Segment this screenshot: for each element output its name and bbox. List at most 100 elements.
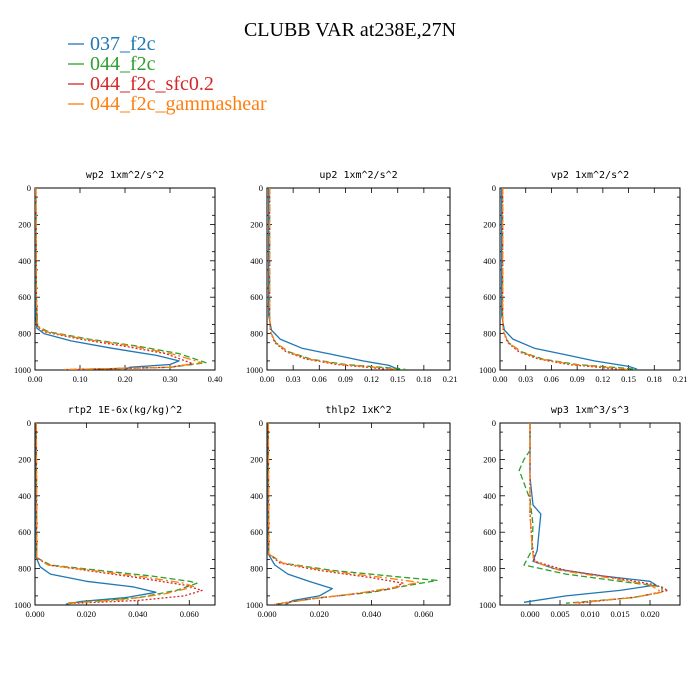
x-tick-label: 0.015 [610, 609, 629, 619]
x-tick-label: 0.000 [25, 609, 44, 619]
x-tick-label: 0.18 [647, 374, 662, 384]
series-line [35, 188, 207, 370]
y-tick-label: 200 [250, 454, 263, 464]
y-tick-label: 400 [483, 491, 496, 501]
series-line [268, 188, 407, 370]
y-tick-label: 600 [18, 292, 31, 302]
y-tick-label: 1000 [246, 365, 263, 375]
series-line [267, 423, 438, 605]
y-tick-label: 800 [18, 329, 31, 339]
subplot-title: thlp2 1xK^2 [325, 405, 391, 416]
y-tick-label: 800 [483, 329, 496, 339]
y-tick-label: 600 [483, 527, 496, 537]
y-tick-label: 0 [259, 418, 263, 428]
x-tick-label: 0.020 [77, 609, 96, 619]
y-tick-label: 200 [483, 454, 496, 464]
plot-frame [266, 422, 451, 606]
x-tick-label: 0.18 [416, 374, 431, 384]
y-tick-label: 400 [483, 256, 496, 266]
x-tick-label: 0.00 [28, 374, 43, 384]
y-tick-label: 400 [250, 256, 263, 266]
figure-title: CLUBB VAR at238E,27N [244, 19, 456, 41]
subplot-title: up2 1xm^2/s^2 [319, 170, 397, 181]
plot-frame [266, 187, 451, 371]
x-tick-label: 0.15 [390, 374, 405, 384]
x-tick-label: 0.00 [260, 374, 275, 384]
subplot-title: rtp2 1E-6x(kg/kg)^2 [68, 405, 182, 416]
x-tick-label: 0.12 [595, 374, 610, 384]
x-tick-label: 0.060 [180, 609, 199, 619]
x-tick-label: 0.040 [362, 609, 381, 619]
series-group [267, 423, 438, 605]
x-tick-label: 0.09 [570, 374, 585, 384]
x-tick-label: 0.21 [443, 374, 458, 384]
y-tick-label: 800 [250, 564, 263, 574]
x-tick-label: 0.00 [493, 374, 508, 384]
x-tick-label: 0.000 [520, 609, 539, 619]
y-tick-label: 0 [492, 418, 496, 428]
subplot-title: vp2 1xm^2/s^2 [551, 170, 629, 181]
legend-label: 044_f2c_sfc0.2 [90, 73, 214, 95]
x-tick-label: 0.010 [580, 609, 599, 619]
plot-frame [499, 187, 681, 371]
series-line [35, 423, 198, 604]
y-tick-label: 200 [18, 454, 31, 464]
series-line [35, 423, 203, 605]
x-tick-label: 0.20 [118, 374, 133, 384]
x-tick-label: 0.03 [286, 374, 301, 384]
series-group [501, 188, 638, 370]
series-line [518, 423, 663, 604]
series-line [529, 423, 669, 604]
series-line [501, 188, 629, 370]
series-group [268, 188, 407, 370]
y-tick-label: 600 [483, 292, 496, 302]
legend: 037_f2c044_f2c044_f2c_sfc0.2044_f2c_gamm… [68, 33, 267, 115]
y-tick-label: 1000 [14, 365, 31, 375]
y-tick-label: 800 [18, 564, 31, 574]
subplot-title: wp2 1xm^2/s^2 [86, 170, 164, 181]
y-tick-label: 1000 [479, 365, 496, 375]
series-line [501, 188, 638, 370]
y-tick-label: 0 [259, 183, 263, 193]
x-tick-label: 0.40 [208, 374, 223, 384]
x-tick-label: 0.06 [544, 374, 559, 384]
series-group [35, 188, 207, 370]
series-line [267, 423, 404, 605]
subplot-title: wp3 1xm^3/s^3 [551, 405, 629, 416]
y-tick-label: 200 [250, 219, 263, 229]
x-tick-label: 0.005 [550, 609, 569, 619]
y-tick-label: 400 [250, 491, 263, 501]
y-tick-label: 1000 [246, 600, 263, 610]
legend-label: 037_f2c [90, 33, 156, 55]
series-line [35, 188, 203, 370]
x-tick-label: 0.06 [312, 374, 327, 384]
y-tick-label: 1000 [14, 600, 31, 610]
series-line [268, 188, 398, 370]
series-line [267, 423, 420, 605]
series-line [35, 423, 157, 605]
series-line [35, 423, 196, 605]
x-tick-label: 0.30 [163, 374, 178, 384]
legend-item: 044_f2c_sfc0.2 [68, 73, 214, 95]
y-tick-label: 600 [250, 527, 263, 537]
x-tick-label: 0.060 [414, 609, 433, 619]
x-tick-label: 0.10 [73, 374, 88, 384]
y-tick-label: 1000 [479, 600, 496, 610]
series-line [267, 423, 334, 605]
y-tick-label: 600 [250, 292, 263, 302]
legend-item: 037_f2c [68, 33, 156, 55]
y-tick-label: 600 [18, 527, 31, 537]
x-tick-label: 0.15 [621, 374, 636, 384]
series-line [268, 188, 398, 370]
x-tick-label: 0.21 [673, 374, 688, 384]
series-line [35, 188, 180, 370]
legend-label: 044_f2c_gammashear [90, 93, 267, 115]
legend-item: 044_f2c [68, 53, 156, 75]
plot-frame [34, 187, 216, 371]
x-tick-label: 0.000 [257, 609, 276, 619]
